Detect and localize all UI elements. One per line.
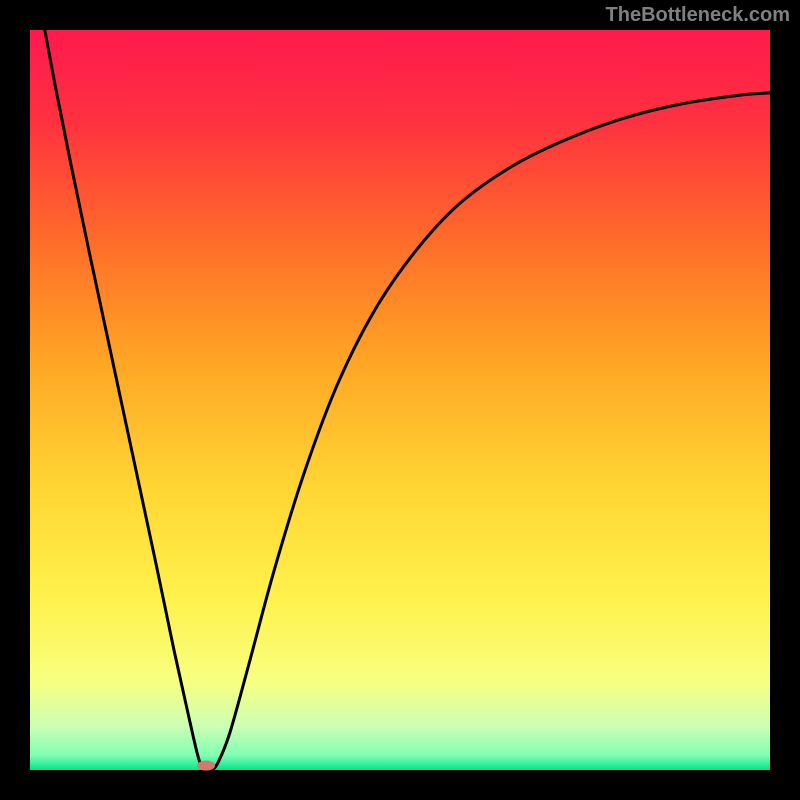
bottleneck-curve-chart <box>0 0 800 800</box>
watermark-text: TheBottleneck.com <box>606 4 790 27</box>
chart-container: TheBottleneck.com <box>0 0 800 800</box>
chart-plot-background <box>30 30 770 770</box>
minimum-marker <box>197 761 215 771</box>
